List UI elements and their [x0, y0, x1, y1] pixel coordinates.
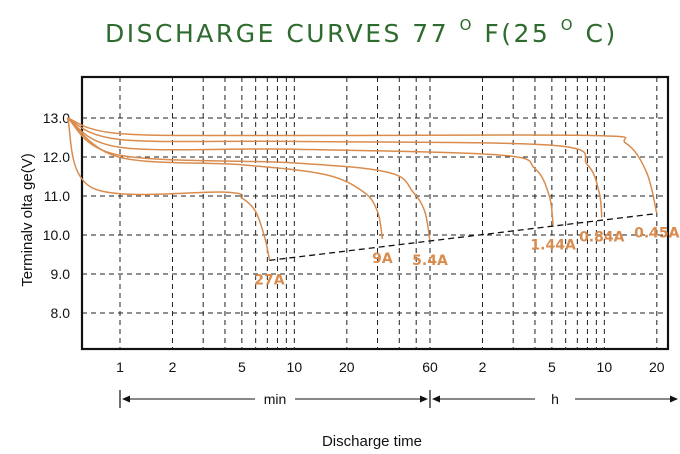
curve-0-84A — [67, 117, 603, 218]
unit-arrowhead-right — [670, 395, 678, 403]
x-axis-ticks: 1 2 5 10 20 60 2 5 10 20 — [116, 359, 665, 375]
unit-arrowhead-right — [420, 395, 428, 403]
x-tick-label: 60 — [422, 359, 438, 375]
chart-title-end: C) — [586, 19, 618, 48]
curve-5-4A — [67, 117, 431, 242]
curve-9A — [67, 117, 384, 240]
chart-title-mid: F(25 — [484, 19, 550, 48]
curve-label-5-4A: 5.4A — [412, 253, 448, 269]
curve-label-27A: 27A — [254, 272, 284, 288]
end-voltage-dashed-line — [269, 212, 657, 261]
grid-lines — [82, 77, 668, 349]
x-tick-label: 5 — [238, 359, 246, 375]
y-axis-label: Terminalv olta ge(V) — [19, 153, 36, 286]
plot-frame — [80, 75, 670, 351]
end-voltage-line — [269, 212, 657, 261]
curve-27A — [66, 117, 271, 261]
x-tick-label: 2 — [169, 359, 177, 375]
x-axis-label: Discharge time — [322, 433, 422, 450]
curve-label-9A: 9A — [372, 251, 393, 267]
chart-title-degree-1: O — [460, 16, 474, 34]
time-unit-markers: min h — [119, 390, 678, 408]
x-tick-label: 1 — [116, 359, 124, 375]
y-tick-label: 11.0 — [44, 188, 70, 204]
x-tick-label: 20 — [649, 359, 665, 375]
x-tick-label: 2 — [479, 359, 487, 375]
curve-1-44A — [67, 117, 554, 226]
y-tick-label: 10.0 — [43, 227, 70, 243]
curve-label-0-45A: 0.45A — [634, 226, 680, 242]
chart-title: DISCHARGE CURVES 77 O F(25 O C) — [105, 7, 618, 48]
y-tick-label: 8.0 — [51, 305, 71, 321]
x-tick-label: 10 — [287, 359, 303, 375]
curve-label-0-84A: 0.84A — [579, 229, 625, 245]
x-tick-label: 20 — [339, 359, 355, 375]
y-tick-label: 12.0 — [43, 149, 70, 165]
time-unit-label: min — [264, 391, 287, 407]
time-unit-label: h — [551, 391, 559, 407]
chart-title-main: DISCHARGE CURVES 77 — [105, 19, 460, 48]
y-tick-label: 9.0 — [51, 266, 71, 282]
x-tick-label: 10 — [597, 359, 613, 375]
unit-arrowhead-left — [432, 395, 440, 403]
curve-0-45A — [67, 117, 658, 214]
curve-label-1-44A: 1.44A — [530, 237, 576, 253]
y-tick-label: 13.0 — [43, 110, 70, 126]
x-tick-label: 5 — [548, 359, 556, 375]
discharge-curves — [66, 117, 658, 261]
unit-arrowhead-left — [122, 395, 130, 403]
curve-labels: 27A 9A 5.4A 1.44A 0.84A 0.45A — [254, 226, 679, 289]
chart-title-degree-2: O — [561, 16, 575, 34]
y-axis-ticks: 13.0 12.0 11.0 10.0 9.0 8.0 — [43, 110, 70, 321]
